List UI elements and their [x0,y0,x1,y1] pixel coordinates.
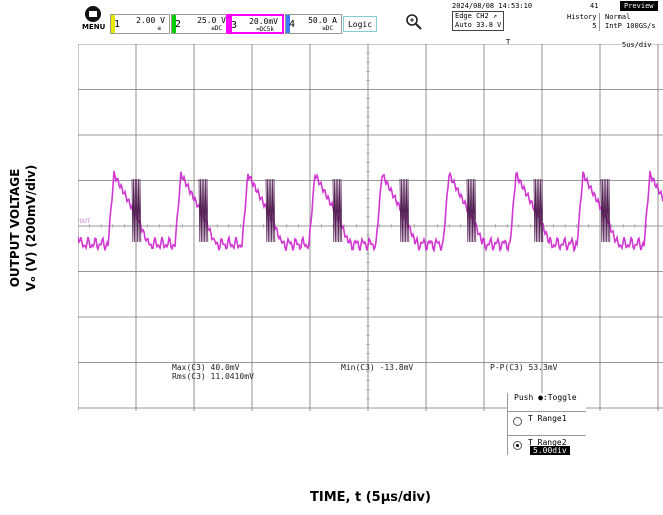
scope-toolbar: MENU 1 2.00 V ≡ 2 25.0 V ≡DC 3 20.0mV ≈D… [78,0,663,44]
logic-button[interactable]: Logic [343,16,377,32]
oscilloscope-screen: MENU 1 2.00 V ≡ 2 25.0 V ≡DC 3 20.0mV ≈D… [78,0,663,411]
trigger-settings: Edge CH2 ↗ Auto 33.8 V [452,11,505,31]
channel-3-button[interactable]: 3 20.0mV ≈DC5k [226,14,284,34]
measurement-max: Max(C3) 40.0mV Rms(C3) 11.0410mV [172,363,254,381]
channel-1-button[interactable]: 1 2.00 V ≡ [110,14,170,34]
trigger-info[interactable]: 2024/08/08 14:53:10 Edge CH2 ↗ Auto 33.8… [452,2,532,31]
ringing-burst [600,178,611,243]
y-axis-label: OUTPUT VOLTAGE Vₒ (V) (200mV/div) [8,165,38,291]
waveform-grid: VOUT [78,44,663,411]
measurement-pp: P-P(C3) 53.3mV [490,363,558,372]
t-range1-option[interactable]: T Range1 [508,411,586,436]
channel-4-coupling: ≡DC [322,25,333,32]
acquisition-count: 41 [590,2,599,10]
channel-2-scale: 25.0 V [197,16,226,25]
zoom-icon[interactable] [405,13,423,31]
menu-button[interactable]: MENU [82,6,106,38]
ringing-burst [265,178,276,243]
channel-3-coupling: ≈DC5k [255,26,274,33]
measurement-rms-value: Rms(C3) 11.0410mV [172,372,254,381]
trigger-mode: Edge CH2 ↗ [455,12,498,20]
channel-2-number: 2 [175,19,182,30]
channel-1-color [111,15,115,33]
preview-badge: Preview [620,1,658,11]
ringing-burst [332,178,343,243]
y-axis-label-line1: OUTPUT VOLTAGE [8,169,22,288]
channel-2-color [172,15,176,33]
ringing-burst [399,178,410,243]
t-range2-label: T Range2 [528,438,567,447]
history-button[interactable]: History 5 [567,13,600,31]
time-per-div: 5us/div [622,41,652,49]
ringing-burst [131,178,142,243]
sample-rate: IntP 100GS/s [605,22,656,30]
channel-4-number: 4 [289,19,296,30]
channel-4-scale: 50.0 A [308,16,337,25]
measurement-min: Min(C3) -13.8mV [341,363,414,372]
ringing-burst [533,178,544,243]
x-axis-label: TIME, t (5µs/div) [310,490,431,505]
t-range2-value: 5.00div [530,446,570,455]
y-axis-label-line2: Vₒ (V) (200mV/div) [24,165,38,291]
menu-label: MENU [82,23,106,31]
waveform-trace-ch3 [78,170,663,254]
channel-1-scale: 2.00 V [136,16,165,25]
t-range2-radio[interactable] [513,441,522,450]
menu-icon [85,6,101,22]
channel-3-number: 3 [231,20,238,31]
channel-marker: VOUT [78,218,91,225]
trigger-position-marker[interactable]: T [506,38,511,46]
history-number: 5 [592,22,597,30]
channel-1-number: 1 [114,19,121,30]
channel-4-color [286,15,290,33]
t-range-panel: Push ●:Toggle T Range1 T Range2 5.00div [507,393,586,455]
acq-mode-label: Normal [605,13,631,21]
history-label: History [567,13,597,21]
channel-2-button[interactable]: 2 25.0 V ≡DC [171,14,231,34]
channel-2-coupling: ≡DC [211,25,222,32]
channel-4-button[interactable]: 4 50.0 A ≡DC [285,14,342,34]
ringing-burst [198,178,209,243]
acquisition-mode[interactable]: Normal IntP 100GS/s [605,13,656,31]
channel-1-coupling: ≡ [157,25,161,32]
t-range1-label: T Range1 [528,414,567,423]
t-range1-radio[interactable] [513,417,522,426]
datetime: 2024/08/08 14:53:10 [452,2,533,10]
channel-3-color [228,16,232,32]
trigger-level: Auto 33.8 V [455,21,502,29]
push-toggle-hint: Push ●:Toggle [514,393,577,402]
measurement-max-value: Max(C3) 40.0mV [172,363,240,372]
channel-3-scale: 20.0mV [249,17,278,26]
t-range2-option[interactable]: T Range2 5.00div [508,435,586,456]
ringing-burst [466,178,477,243]
